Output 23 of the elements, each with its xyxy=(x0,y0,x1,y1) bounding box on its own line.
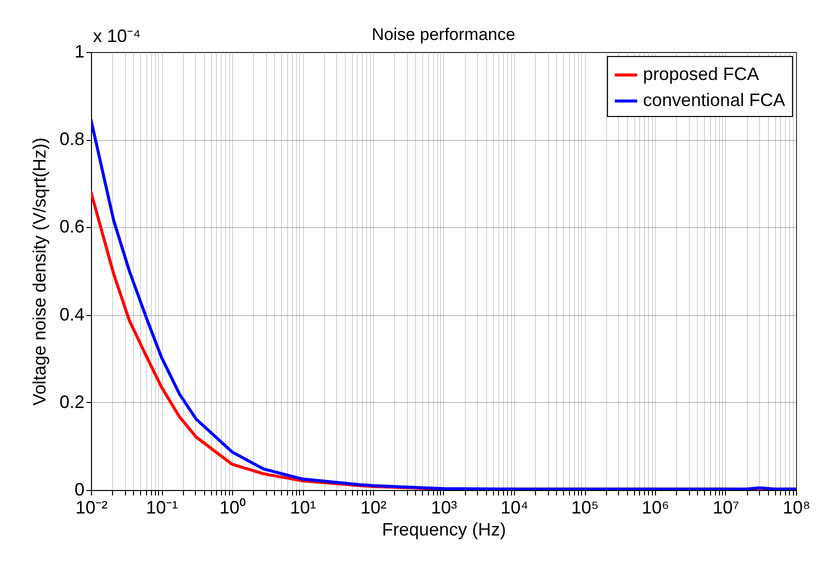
x-tick-label: 10⁵ xyxy=(571,498,599,518)
chart-title: Noise performance xyxy=(372,25,516,44)
x-axis-title: Frequency (Hz) xyxy=(382,520,506,540)
x-tick-label: 10⁰ xyxy=(219,498,246,518)
x-tick-label: 10⁻¹ xyxy=(146,498,178,518)
text: x 10⁻⁴ xyxy=(93,26,141,46)
legend-label: conventional FCA xyxy=(643,90,786,110)
x-tick-label: 10² xyxy=(360,498,387,518)
y-tick-label: 0.8 xyxy=(59,129,84,150)
x-tick-label: 10¹ xyxy=(290,498,316,518)
y-tick-label: 0.4 xyxy=(59,304,84,324)
legend-label: proposed FCA xyxy=(643,64,760,84)
y-tick-label: 1 xyxy=(74,42,84,62)
x-tick-label: 10⁸ xyxy=(782,498,810,518)
y-tick-label: 0.2 xyxy=(59,392,84,412)
y-axis-title: Voltage noise density (V/sqrt(Hz)) xyxy=(29,137,50,406)
y-tick-label: 0.6 xyxy=(59,216,84,237)
x-tick-label: 10⁴ xyxy=(500,498,528,518)
x-tick-label: 10⁷ xyxy=(712,498,740,518)
x-tick-label: 10³ xyxy=(430,498,458,518)
y-tick-label: 0 xyxy=(74,480,84,500)
x-tick-label: 10⁻² xyxy=(75,498,108,518)
x-tick-label: 10⁶ xyxy=(642,498,670,518)
